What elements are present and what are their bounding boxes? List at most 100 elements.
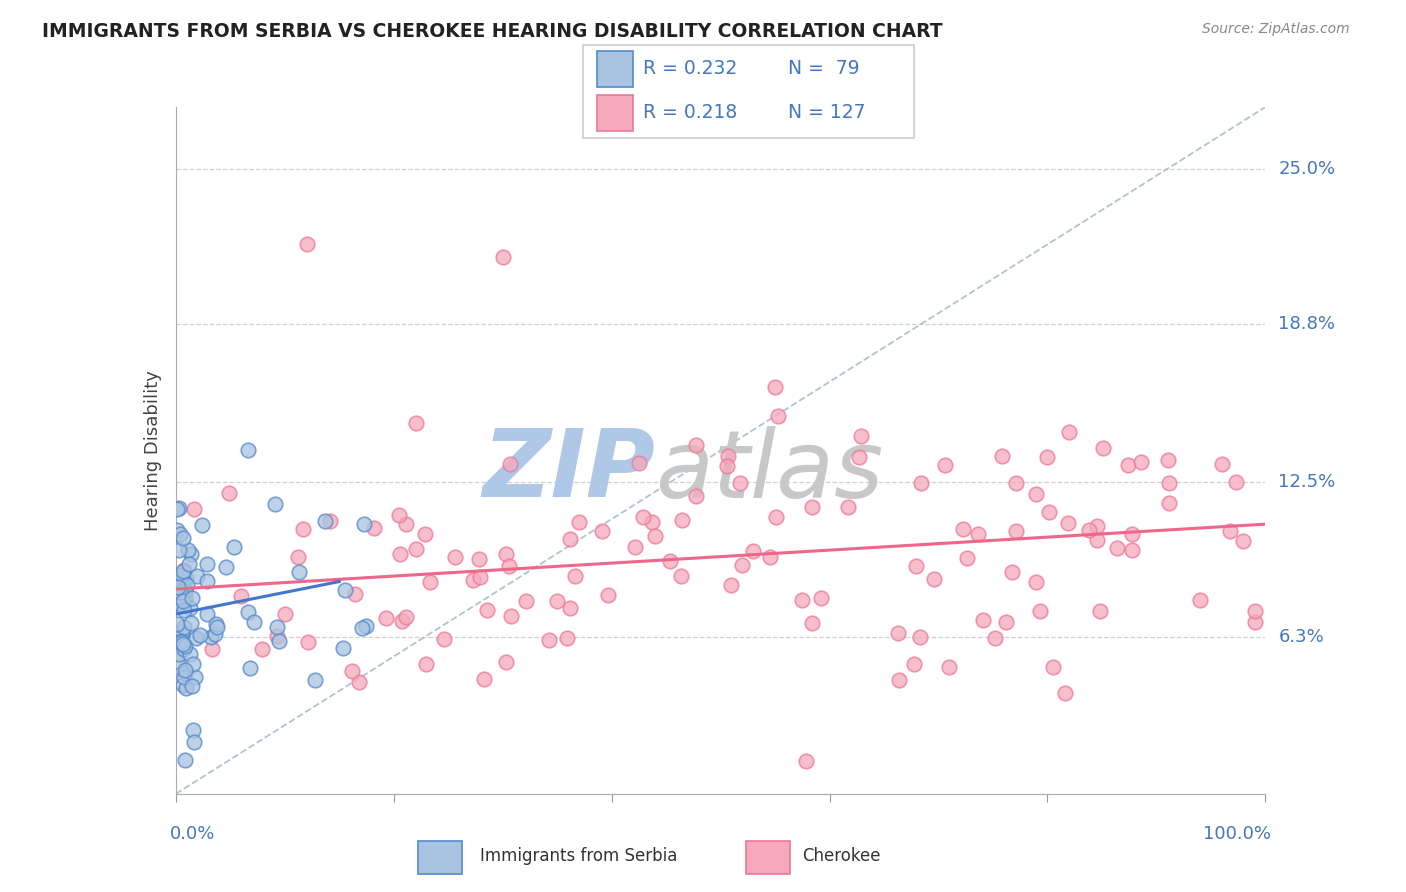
Point <box>671 568 693 582</box>
Point <box>685 489 707 503</box>
Point <box>763 380 786 394</box>
Text: N = 127: N = 127 <box>789 103 866 122</box>
Point <box>214 559 236 574</box>
Point <box>433 632 456 646</box>
Point <box>515 594 537 608</box>
Point <box>347 675 370 690</box>
Point <box>167 543 190 558</box>
Point <box>354 619 377 633</box>
Point <box>991 449 1014 463</box>
Point <box>492 250 515 264</box>
Point <box>180 615 202 630</box>
Bar <box>747 840 790 874</box>
Point <box>1085 519 1108 533</box>
Point <box>1029 604 1052 618</box>
Point <box>269 633 291 648</box>
Point <box>596 589 619 603</box>
Bar <box>596 95 633 131</box>
Point <box>641 515 664 529</box>
Point <box>166 575 188 590</box>
Point <box>174 639 197 653</box>
Point <box>555 631 578 645</box>
Point <box>195 574 218 589</box>
Point <box>264 497 287 511</box>
Point <box>333 583 356 598</box>
Text: Source: ZipAtlas.com: Source: ZipAtlas.com <box>1202 22 1350 37</box>
Point <box>183 657 205 672</box>
Point <box>546 594 568 608</box>
Point <box>903 657 925 671</box>
Point <box>179 647 201 661</box>
Text: Cherokee: Cherokee <box>801 847 880 865</box>
Point <box>1057 516 1080 530</box>
Point <box>1054 686 1077 700</box>
Point <box>391 614 413 628</box>
Point <box>1035 450 1057 465</box>
Point <box>291 522 314 536</box>
Point <box>1090 604 1112 618</box>
Point <box>170 635 193 649</box>
Point <box>765 509 787 524</box>
Point <box>172 593 194 607</box>
Point <box>461 574 484 588</box>
Point <box>173 581 195 595</box>
Point <box>759 550 782 565</box>
Point <box>319 514 342 528</box>
Text: Immigrants from Serbia: Immigrants from Serbia <box>481 847 678 865</box>
Point <box>498 559 520 574</box>
Point <box>297 635 319 649</box>
Point <box>731 558 754 573</box>
Point <box>1188 592 1211 607</box>
Point <box>173 591 195 606</box>
Point <box>405 542 427 557</box>
Point <box>1116 458 1139 473</box>
Point <box>1243 615 1265 629</box>
Point <box>1105 541 1128 555</box>
Point <box>169 587 191 601</box>
Point <box>205 620 228 634</box>
Point <box>167 580 190 594</box>
Point <box>172 531 194 545</box>
Point <box>1129 455 1152 469</box>
Point <box>176 578 198 592</box>
Point <box>848 450 870 464</box>
Point <box>444 549 467 564</box>
Point <box>794 755 817 769</box>
Point <box>274 607 297 621</box>
Point <box>173 753 195 767</box>
Point <box>179 600 201 615</box>
Point <box>229 589 252 603</box>
Point <box>1042 660 1064 674</box>
Point <box>956 550 979 565</box>
Point <box>537 633 560 648</box>
Point <box>908 630 931 644</box>
Point <box>415 657 437 671</box>
Point <box>353 517 375 532</box>
Point <box>837 500 859 515</box>
Point <box>166 654 188 668</box>
Point <box>183 502 205 516</box>
Bar <box>419 840 461 874</box>
Text: 100.0%: 100.0% <box>1204 825 1271 843</box>
Point <box>910 475 932 490</box>
Point <box>967 527 990 541</box>
Point <box>166 616 188 631</box>
Point <box>658 554 681 568</box>
Point <box>1121 526 1143 541</box>
Text: 0.0%: 0.0% <box>170 825 215 843</box>
Point <box>363 521 385 535</box>
Point <box>800 615 823 630</box>
Point <box>671 513 693 527</box>
Point <box>1057 425 1080 439</box>
Point <box>172 678 194 692</box>
Text: 12.5%: 12.5% <box>1278 473 1336 491</box>
Point <box>644 529 666 543</box>
Point <box>200 630 222 644</box>
Point <box>181 679 204 693</box>
Point <box>188 628 211 642</box>
Point <box>1005 475 1028 490</box>
Point <box>190 517 212 532</box>
Point <box>1243 604 1265 618</box>
Text: 18.8%: 18.8% <box>1278 316 1336 334</box>
Point <box>389 547 412 561</box>
